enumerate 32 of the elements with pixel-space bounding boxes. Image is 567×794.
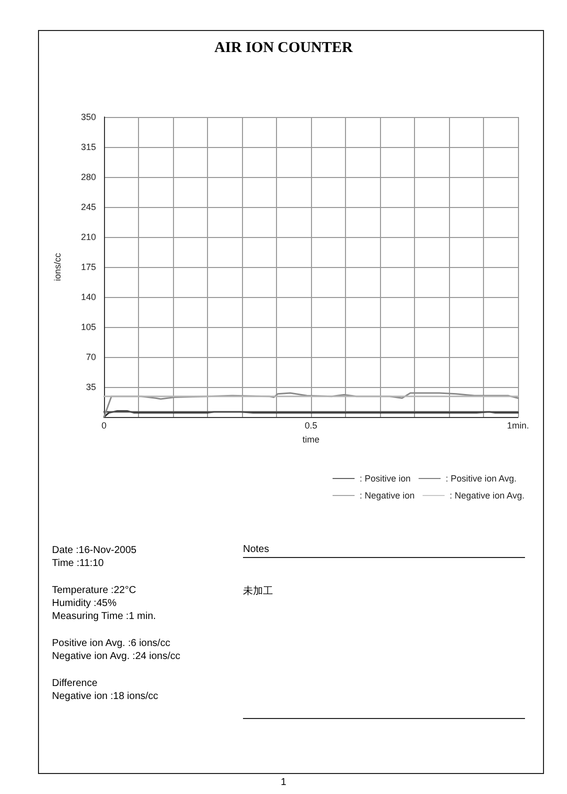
y-tick-label: 280 [80,172,96,182]
y-tick-label: 350 [80,112,96,122]
x-axis-title: time [302,434,320,444]
text: Humidity :45% [52,597,118,610]
y-tick-label: 70 [86,352,96,362]
text: Negative ion Avg. :24 ions/cc [52,650,180,663]
x-tick-label: 1min. [506,420,530,430]
y-axis-title: ions/cc [52,252,62,282]
chart-title: AIR ION COUNTER [213,40,354,57]
y-tick-label: 245 [80,202,96,212]
text: Negative ion :18 ions/cc [52,690,160,703]
y-tick-label: 35 [86,382,96,392]
text: Date :16-Nov-2005 [52,544,138,557]
text: 1 [280,777,288,788]
y-tick-label: 105 [80,322,96,332]
y-tick-label: 210 [80,232,96,242]
y-tick-label: 140 [80,292,96,302]
legend-label: : Positive ion Avg. [446,474,516,484]
text: 未加工 [243,584,274,598]
legend-label: : Positive ion [360,474,411,484]
text: Time :11:10 [52,557,105,570]
legend-label: : Negative ion [360,490,415,500]
x-tick-label: 0 [101,420,107,430]
y-tick-label: 175 [80,262,96,272]
text: Positive ion Avg. :6 ions/cc [52,637,172,650]
text: Difference [52,677,98,690]
text: Temperature :22°C [52,584,138,597]
legend-label: : Negative ion Avg. [450,490,525,500]
text: Notes [243,544,525,558]
x-tick-label: 0.5 [304,420,318,430]
text: Measuring Time :1 min. [52,610,157,623]
y-tick-label: 315 [80,142,96,152]
